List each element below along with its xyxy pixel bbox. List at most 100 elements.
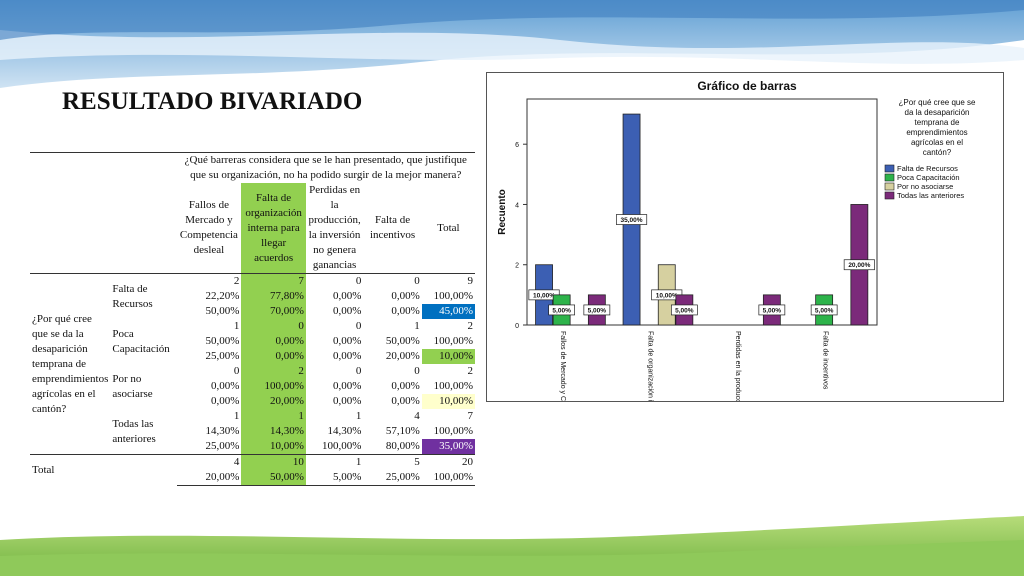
row-label: Poca Capacitación xyxy=(112,327,170,355)
cell-row-pct: 57,10% xyxy=(385,425,420,437)
data-label-box xyxy=(616,214,648,225)
cell-row-pct: 22,20% xyxy=(205,290,240,302)
cell-count: 0 xyxy=(355,365,362,377)
cell-row-pct: 50,00% xyxy=(385,335,420,347)
cell-row-pct: 0,00% xyxy=(391,290,420,302)
cell-col-pct: 0,00% xyxy=(391,395,420,407)
legend-title-line: da la desaparición xyxy=(905,108,970,117)
data-label-box xyxy=(583,304,611,316)
cell-count: 0 xyxy=(233,365,240,377)
total-pct: 20,00% xyxy=(176,470,242,486)
cell-count: 4 xyxy=(414,410,420,422)
row-label: Falta de Recursos xyxy=(110,273,177,319)
total-pct: 100,00% xyxy=(421,470,475,486)
cell-row-pct: 77,80% xyxy=(241,289,306,304)
cell-row-pct: 100,00% xyxy=(433,380,473,392)
legend-item: Falta de Recursos xyxy=(897,164,958,173)
cell-row-pct: 0,00% xyxy=(391,380,420,392)
total-count: 4 xyxy=(176,454,242,470)
crosstab-table: ¿Qué barreras considera que se le han pr… xyxy=(30,152,475,486)
cell-col-pct: 10,00% xyxy=(241,439,306,455)
cell-row-pct: 0,00% xyxy=(332,290,362,302)
header-blank xyxy=(30,183,110,274)
cell-count: 0 xyxy=(363,273,422,289)
cell-count: 0 xyxy=(305,273,364,289)
chart-title: Gráfico de barras xyxy=(697,79,797,93)
legend-item: Todas las anteriores xyxy=(897,191,964,200)
data-label: 5,00% xyxy=(552,307,571,314)
column-header: Falta de organización interna para llega… xyxy=(241,183,306,274)
cell-row-pct: 0,00% xyxy=(332,335,362,347)
legend-title-line: ¿Por qué cree que se xyxy=(899,98,976,107)
legend-swatch xyxy=(884,191,895,200)
data-label: 10,00% xyxy=(533,292,555,299)
cell-row-pct: 100,00% xyxy=(433,425,473,437)
category-label: Falta de organización interna para llega… xyxy=(646,331,653,401)
cell-count: 1 xyxy=(241,409,306,424)
column-header: Falta de incentivos xyxy=(369,214,416,241)
cell-row-pct: 14,30% xyxy=(205,425,240,437)
category-label: Fallos de Mercado y Competencia desleal xyxy=(559,331,566,401)
slide-title: RESULTADO BIVARIADO xyxy=(62,88,363,115)
cell-col-pct: 100,00% xyxy=(321,440,362,452)
legend-swatch xyxy=(884,164,895,173)
cell-count: 0 xyxy=(355,320,362,332)
cell-col-pct: 80,00% xyxy=(385,440,420,452)
cell-count: 1 xyxy=(233,410,240,422)
data-label: 5,00% xyxy=(675,307,694,314)
column-header: Perdidas en la producción, la inversión … xyxy=(308,184,361,271)
cell-row-pct: 100,00% xyxy=(433,290,473,302)
cell-row-pct: 0,00% xyxy=(210,380,240,392)
data-label-box xyxy=(843,259,875,271)
cell-col-pct: 0,00% xyxy=(210,395,240,407)
cell-count: 1 xyxy=(414,320,420,332)
legend-title-line: temprana de xyxy=(915,118,960,127)
column-question: ¿Qué barreras considera que se le han pr… xyxy=(176,152,475,183)
cell-col-pct: 50,00% xyxy=(205,305,240,317)
header-blank xyxy=(30,152,111,183)
data-label: 5,00% xyxy=(763,307,782,314)
legend-item: Poca Capacitación xyxy=(897,173,960,182)
cell-col-pct: 0,00% xyxy=(332,395,362,407)
total-pct: 5,00% xyxy=(305,470,364,486)
cell-col-pct: 35,00% xyxy=(421,439,475,455)
total-pct: 50,00% xyxy=(241,470,306,486)
cell-col-pct: 10,00% xyxy=(421,394,475,409)
cell-count: 2 xyxy=(176,273,242,289)
total-count: 20 xyxy=(421,454,475,470)
category-label: Falta de incentivos xyxy=(821,331,828,390)
cell-col-pct: 45,00% xyxy=(421,304,475,319)
y-tick-label: 6 xyxy=(515,142,519,149)
category-label: Perdidas en la producción, la inversión … xyxy=(734,331,741,401)
cell-count: 1 xyxy=(355,410,362,422)
column-header: Fallos de Mercado y Competencia desleal xyxy=(179,199,238,256)
cell-col-pct: 70,00% xyxy=(241,304,306,319)
data-label: 10,00% xyxy=(656,292,678,299)
total-label: Total xyxy=(30,454,177,486)
legend-swatch xyxy=(884,182,895,191)
y-tick-label: 2 xyxy=(515,263,519,270)
row-question: ¿Por qué cree que se da la desaparición … xyxy=(30,273,111,455)
total-pct: 25,00% xyxy=(363,470,422,486)
legend-item: Por no asociarse xyxy=(897,182,953,191)
cell-col-pct: 25,00% xyxy=(205,440,240,452)
y-axis-label: Recuento xyxy=(497,189,508,235)
cell-col-pct: 0,00% xyxy=(391,305,420,317)
data-label-box xyxy=(758,304,786,316)
cell-row-pct: 14,30% xyxy=(327,425,362,437)
cell-col-pct: 20,00% xyxy=(385,350,420,362)
cell-count: 9 xyxy=(421,273,475,289)
row-label: Todas las anteriores xyxy=(112,417,156,445)
cell-count: 2 xyxy=(467,365,474,377)
cell-row-pct: 100,00% xyxy=(433,335,473,347)
header-blank xyxy=(110,152,177,183)
total-count: 10 xyxy=(241,454,306,470)
row-label: Por no asociarse xyxy=(112,372,153,400)
header-blank xyxy=(110,183,176,274)
cell-count: 7 xyxy=(467,410,474,422)
cell-col-pct: 20,00% xyxy=(241,394,306,409)
data-label: 5,00% xyxy=(588,307,607,314)
cell-col-pct: 0,00% xyxy=(332,305,362,317)
plot-area xyxy=(526,98,878,326)
cell-count: 7 xyxy=(241,273,306,289)
